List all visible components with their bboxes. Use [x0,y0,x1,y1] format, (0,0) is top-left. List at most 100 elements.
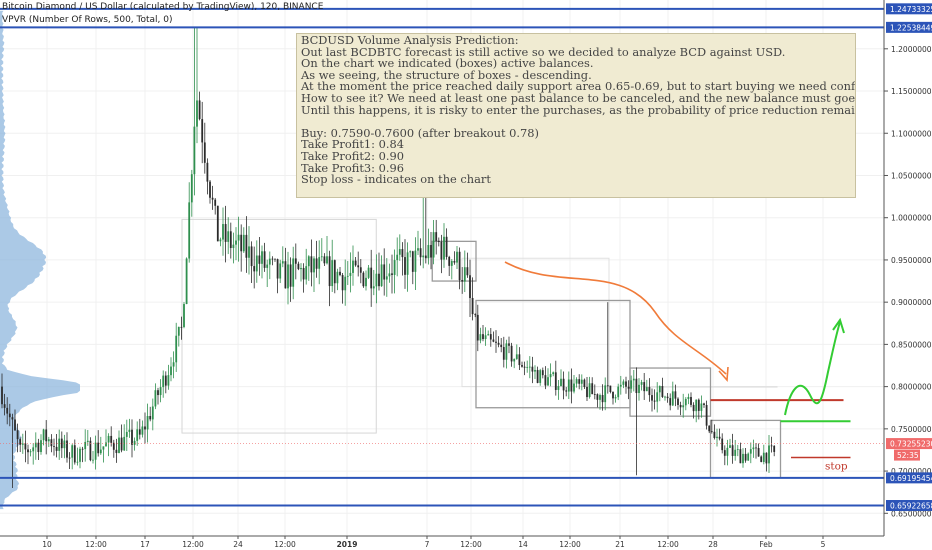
candle-body [443,236,445,260]
candle-body [151,406,154,420]
time-tick-label: 28 [708,540,718,549]
candle-body [86,440,89,442]
candle-body [604,385,607,403]
candle-body [328,256,331,287]
time-tick-label: 12:00 [85,540,107,549]
candle-body [180,326,183,328]
candle-body [398,249,401,255]
candle-body [729,445,731,448]
candle-body [482,334,484,340]
candlestick-series [1,27,776,488]
candle-body [562,378,565,391]
arrow-head-icon [832,317,845,334]
candle-body [419,248,422,258]
candle-body [552,372,555,375]
candle-body [354,260,357,266]
candle-body [250,246,253,267]
candle-body [365,277,367,287]
candle-body [159,387,162,396]
candle-body [549,374,552,378]
candle-body [385,276,388,280]
candle-body [448,256,451,266]
balance-box [475,299,631,409]
candle-body [79,448,81,462]
candle-body [170,366,172,376]
candle-body [68,457,71,459]
time-tick-label: 12:00 [657,540,679,549]
candle-body [417,248,419,251]
candle-body [203,142,206,163]
note-line: How to see it? We need at least one past… [301,90,856,105]
candle-body [107,435,110,443]
candle-body [154,390,157,407]
candle-body [622,381,625,385]
time-axis: 10 12:00 17 12:00 24 12:00 2019 7 12:00 14 12:00 21… [0,535,932,550]
candle-body [770,445,773,447]
candle-body [242,234,245,252]
candle-body [263,251,266,268]
candle-body [674,391,677,399]
candle-body [276,259,279,279]
candle-body [6,407,9,414]
time-tick-label: 24 [233,540,243,549]
candle-body [55,446,58,451]
analysis-note[interactable]: BCDUSD Volume Analysis Prediction: Out la… [296,33,856,198]
candle-body [214,199,217,206]
time-tick-label: 2019 [337,540,358,549]
candle-body [318,257,321,269]
level-price-tag [886,3,932,15]
candle-body [144,426,146,430]
candle-body [755,447,757,449]
candle-body [586,386,588,398]
candle-body [708,425,711,432]
candle-body [661,386,664,397]
candle-body [45,429,48,442]
candle-body [388,273,391,277]
candle-body [749,449,752,454]
candle-body [630,380,633,389]
time-tick-label: 12:00 [274,540,296,549]
candle-body [497,342,500,345]
candle-body [484,335,487,340]
candle-body [198,100,201,120]
candle-body [346,275,349,277]
candle-body [534,369,536,372]
candle-body [471,298,474,315]
candle-body [773,445,776,452]
candle-body [58,438,61,451]
candle-body [440,241,443,260]
price-axis: 1.20000000 1.15000000 1.10000000 1.05000000… [883,0,932,550]
candle-body [372,286,375,289]
candle-body [115,449,118,453]
candle-body [612,391,614,399]
candle-body [609,385,612,392]
candle-body [84,441,87,450]
candle-body [222,224,224,240]
candle-body [651,395,653,401]
candle-body [261,251,263,264]
candle-body [294,258,297,264]
candle-body [8,413,11,418]
candle-body [513,358,516,362]
candle-body [172,362,175,367]
candle-body [201,119,204,143]
last-price-label: 0.73255230 [890,440,932,449]
candle-body [523,366,526,368]
candle-body [640,382,643,385]
price-tick-label: 1.10000000 [891,129,932,138]
price-tick-label: 0.80000000 [891,383,932,392]
candle-body [705,404,708,426]
candle-body [578,379,581,384]
candle-body [583,379,586,387]
candle-body [599,395,601,400]
candle-body [487,334,490,336]
candle-body [430,245,432,258]
candle-body [209,181,211,198]
candle-body [120,437,123,451]
balance-box [461,257,610,388]
candle-body [92,459,94,461]
candle-body [97,442,100,454]
candle-body [762,452,765,462]
candle-body [229,231,232,249]
